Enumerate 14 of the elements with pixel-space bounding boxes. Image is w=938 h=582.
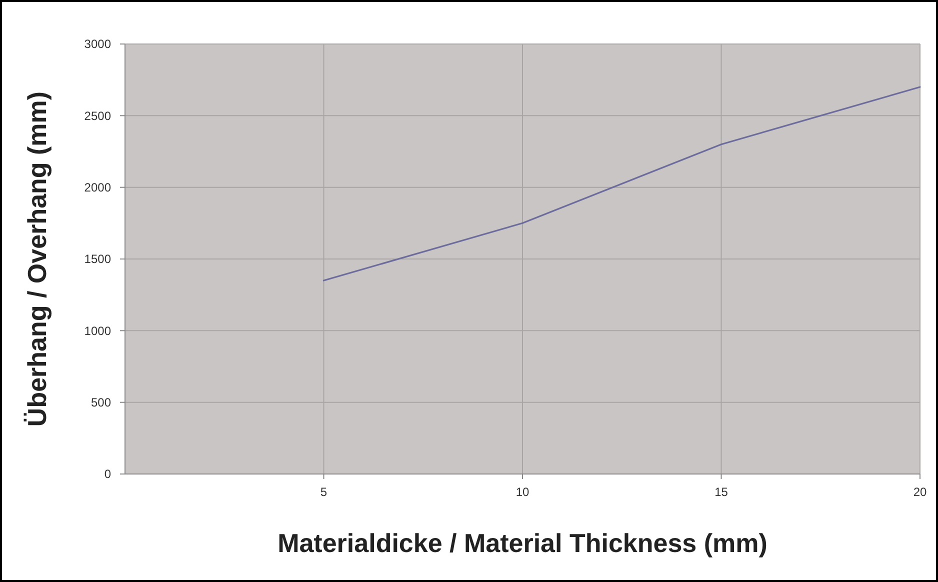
x-axis-title: Materialdicke / Material Thickness (mm): [278, 528, 768, 558]
y-axis-title: Überhang / Overhang (mm): [22, 91, 52, 427]
x-tick-label: 15: [714, 485, 728, 499]
line-series: [322, 86, 921, 282]
x-tick-label: 5: [320, 485, 328, 499]
y-tick-label: 2500: [84, 108, 112, 123]
y-tick-label: 3000: [84, 37, 112, 52]
x-tick-label: 10: [516, 485, 530, 499]
y-tick-label: 0: [104, 467, 112, 482]
y-tick-label: 1500: [84, 252, 112, 266]
x-tick-label: 20: [913, 485, 927, 499]
y-tick-label: 2000: [84, 180, 112, 195]
y-tick-label: 1000: [84, 324, 112, 338]
y-tick-label: 500: [90, 396, 112, 410]
